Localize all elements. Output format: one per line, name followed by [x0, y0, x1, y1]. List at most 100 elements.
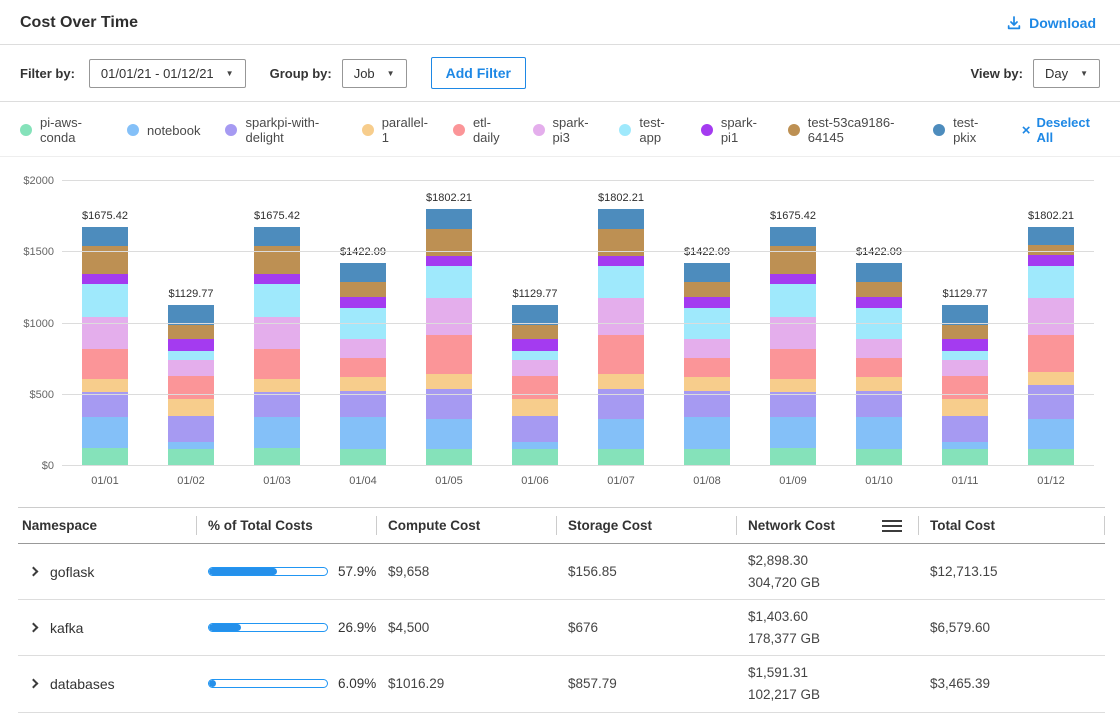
bar-segment-pi-aws-conda[interactable] — [770, 447, 816, 466]
bar-segment-test-app[interactable] — [168, 351, 214, 361]
bar-segment-parallel-1[interactable] — [770, 378, 816, 392]
add-filter-button[interactable]: Add Filter — [430, 57, 526, 89]
bar-segment-parallel-1[interactable] — [942, 399, 988, 416]
bar-segment-pi-aws-conda[interactable] — [856, 448, 902, 466]
bar-segment-test-pkix[interactable] — [426, 209, 472, 230]
bar-segment-etl-daily[interactable] — [598, 335, 644, 374]
bar-segment-test-53ca9186-64145[interactable] — [684, 282, 730, 298]
bar-segment-test-app[interactable] — [942, 351, 988, 361]
bar-segment-etl-daily[interactable] — [770, 348, 816, 379]
bar-segment-test-app[interactable] — [82, 284, 128, 318]
bar-segment-test-53ca9186-64145[interactable] — [340, 282, 386, 298]
bar-segment-test-pkix[interactable] — [168, 305, 214, 326]
bar-segment-notebook[interactable] — [426, 418, 472, 450]
bar-segment-pi-aws-conda[interactable] — [942, 448, 988, 466]
bar-segment-test-53ca9186-64145[interactable] — [168, 325, 214, 339]
bar-segment-etl-daily[interactable] — [1028, 334, 1074, 372]
bar-segment-test-pkix[interactable] — [512, 305, 558, 326]
bar-segment-notebook[interactable] — [942, 441, 988, 449]
bar-segment-pi-aws-conda[interactable] — [340, 448, 386, 466]
bar-stack-01-04[interactable] — [340, 181, 386, 466]
legend-item-sparkpi-with-delight[interactable]: sparkpi-with-delight — [225, 115, 336, 145]
bar-segment-spark-pi3[interactable] — [942, 360, 988, 376]
chevron-right-icon[interactable] — [28, 679, 39, 689]
bar-segment-notebook[interactable] — [168, 441, 214, 449]
bar-segment-test-pkix[interactable] — [1028, 226, 1074, 246]
date-range-select[interactable]: 01/01/21 - 01/12/21 ▼ — [88, 58, 246, 88]
bar-segment-test-app[interactable] — [598, 266, 644, 299]
bar-segment-test-app[interactable] — [254, 284, 300, 318]
bar-segment-sparkpi-with-delight[interactable] — [512, 415, 558, 442]
bar-stack-01-10[interactable] — [856, 181, 902, 466]
deselect-all-button[interactable]: × Deselect All — [1022, 115, 1100, 145]
view-by-select[interactable]: Day ▼ — [1032, 58, 1100, 88]
bar-segment-test-53ca9186-64145[interactable] — [512, 325, 558, 339]
menu-icon[interactable] — [882, 519, 902, 532]
bar-segment-spark-pi1[interactable] — [942, 338, 988, 352]
bar-segment-pi-aws-conda[interactable] — [598, 449, 644, 466]
bar-segment-spark-pi1[interactable] — [426, 256, 472, 267]
bar-stack-01-07[interactable] — [598, 181, 644, 466]
bar-segment-test-pkix[interactable] — [770, 227, 816, 246]
bar-segment-spark-pi3[interactable] — [426, 298, 472, 336]
bar-segment-etl-daily[interactable] — [942, 375, 988, 400]
bar-segment-test-53ca9186-64145[interactable] — [1028, 245, 1074, 256]
bar-segment-spark-pi1[interactable] — [856, 297, 902, 308]
bar-segment-spark-pi1[interactable] — [254, 273, 300, 285]
bar-segment-spark-pi3[interactable] — [684, 339, 730, 359]
column-header-network-cost[interactable]: Network Cost — [736, 508, 918, 543]
bar-segment-test-pkix[interactable] — [82, 227, 128, 246]
bar-segment-notebook[interactable] — [856, 417, 902, 449]
legend-item-notebook[interactable]: notebook — [126, 123, 200, 138]
legend-item-test-app[interactable]: test-app — [619, 115, 675, 145]
bar-segment-sparkpi-with-delight[interactable] — [340, 391, 386, 418]
bar-segment-test-53ca9186-64145[interactable] — [942, 325, 988, 339]
legend-item-test-53ca9186-64145[interactable]: test-53ca9186-64145 — [787, 115, 908, 145]
bar-segment-pi-aws-conda[interactable] — [684, 448, 730, 466]
bar-segment-parallel-1[interactable] — [254, 378, 300, 392]
legend-item-parallel-1[interactable]: parallel-1 — [361, 115, 428, 145]
bar-segment-spark-pi3[interactable] — [512, 360, 558, 376]
bar-segment-etl-daily[interactable] — [512, 375, 558, 400]
bar-segment-test-pkix[interactable] — [856, 263, 902, 283]
bar-segment-etl-daily[interactable] — [340, 358, 386, 378]
bar-segment-etl-daily[interactable] — [684, 358, 730, 378]
bar-stack-01-01[interactable] — [82, 181, 128, 466]
namespace-cell[interactable]: goflask — [18, 564, 196, 580]
bar-segment-pi-aws-conda[interactable] — [1028, 449, 1074, 466]
bar-segment-pi-aws-conda[interactable] — [168, 448, 214, 466]
bar-segment-parallel-1[interactable] — [426, 373, 472, 389]
bar-segment-spark-pi1[interactable] — [598, 256, 644, 267]
bar-segment-spark-pi3[interactable] — [598, 298, 644, 336]
legend-item-spark-pi1[interactable]: spark-pi1 — [700, 115, 763, 145]
bar-segment-sparkpi-with-delight[interactable] — [168, 415, 214, 442]
legend-item-etl-daily[interactable]: etl-daily — [452, 115, 508, 145]
bar-segment-pi-aws-conda[interactable] — [254, 447, 300, 466]
bar-segment-parallel-1[interactable] — [168, 399, 214, 416]
column-header--of-total-costs[interactable]: % of Total Costs — [196, 508, 376, 543]
namespace-cell[interactable]: databases — [18, 676, 196, 692]
group-by-select[interactable]: Job ▼ — [341, 58, 407, 88]
bar-segment-notebook[interactable] — [512, 441, 558, 449]
bar-segment-etl-daily[interactable] — [82, 348, 128, 379]
bar-segment-parallel-1[interactable] — [684, 377, 730, 392]
bar-segment-test-app[interactable] — [1028, 265, 1074, 298]
bar-segment-notebook[interactable] — [82, 417, 128, 448]
bar-segment-sparkpi-with-delight[interactable] — [942, 415, 988, 442]
bar-segment-test-app[interactable] — [426, 266, 472, 299]
bar-segment-spark-pi1[interactable] — [168, 338, 214, 352]
bar-segment-spark-pi1[interactable] — [1028, 255, 1074, 266]
bar-segment-test-app[interactable] — [512, 351, 558, 361]
chevron-right-icon[interactable] — [28, 566, 39, 577]
legend-item-pi-aws-conda[interactable]: pi-aws-conda — [20, 115, 102, 145]
column-header-namespace[interactable]: Namespace — [18, 508, 196, 543]
bar-segment-test-pkix[interactable] — [340, 263, 386, 283]
chevron-right-icon[interactable] — [28, 622, 39, 633]
bar-segment-notebook[interactable] — [598, 418, 644, 450]
bar-stack-01-06[interactable] — [512, 181, 558, 466]
bar-segment-notebook[interactable] — [254, 417, 300, 448]
bar-segment-parallel-1[interactable] — [340, 377, 386, 392]
legend-item-test-pkix[interactable]: test-pkix — [933, 115, 991, 145]
bar-segment-notebook[interactable] — [770, 417, 816, 448]
bar-segment-spark-pi1[interactable] — [770, 273, 816, 285]
